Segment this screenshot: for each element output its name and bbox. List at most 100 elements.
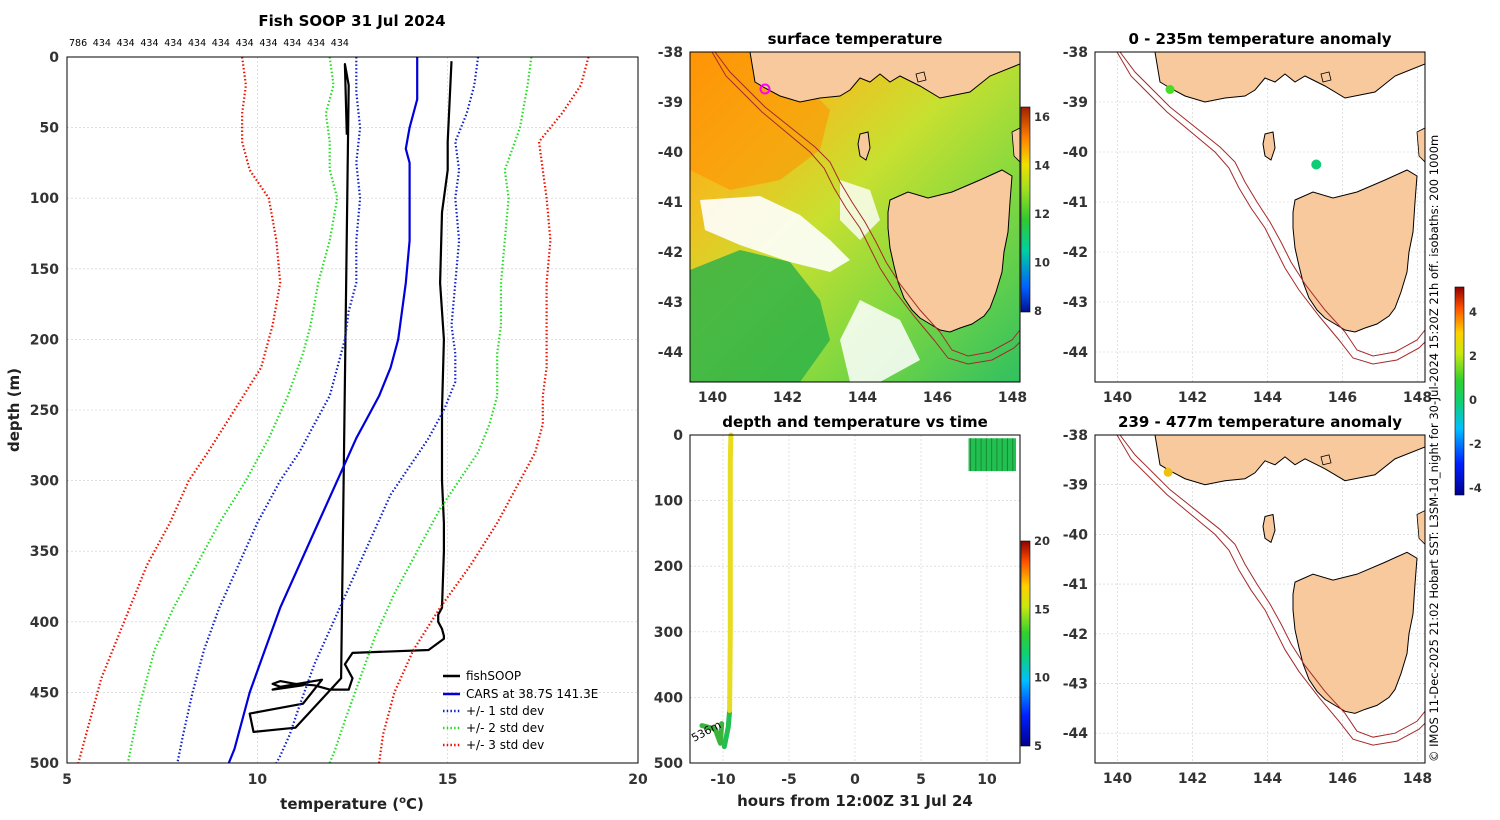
- anomaly-upper-grid: [1095, 52, 1425, 382]
- sst-cloud-gap: [700, 196, 850, 272]
- anomaly-dot: [1311, 159, 1322, 170]
- timeseries-xtick-label: -5: [781, 772, 797, 788]
- profile-series-line: [77, 56, 282, 764]
- profile-ytick-label: 150: [30, 262, 59, 278]
- anomaly-upper-title: 0 - 235m temperature anomaly: [1128, 30, 1391, 48]
- timeseries-cluster: [968, 438, 1017, 472]
- anomaly-colorbar-tick-label: 4: [1469, 305, 1477, 319]
- timeseries-ytick-label: 200: [654, 559, 683, 575]
- map-lat-tick-label: -44: [1063, 345, 1089, 361]
- profile-legend: fishSOOP CARS at 38.7S 141.3E +/- 1 std …: [443, 669, 598, 752]
- timeseries-xlabel: hours from 12:00Z 31 Jul 24: [737, 792, 973, 810]
- anomaly-dot: [1163, 467, 1173, 477]
- map-lon-tick-label: 144: [1253, 771, 1282, 787]
- legend-std3-label: +/- 3 std dev: [466, 738, 544, 752]
- map-lon-tick-label: 140: [1103, 771, 1132, 787]
- anomaly-dot: [1165, 85, 1175, 94]
- sst-colorbar-tick-label: 12: [1034, 207, 1050, 221]
- anomaly-map-upper: 0 - 235m temperature anomaly 140 142 144 14…: [1063, 30, 1432, 406]
- count-label: 786: [69, 38, 87, 49]
- count-label: 434: [212, 38, 230, 49]
- map-lon-tick-label: 146: [923, 390, 952, 406]
- profile-grid: [66, 56, 639, 764]
- sst-colorbar-tick-label: 10: [1034, 256, 1050, 270]
- sst-position-marker: [759, 83, 771, 95]
- anomaly-lower-title: 239 - 477m temperature anomaly: [1118, 413, 1402, 431]
- anomaly-lower-coastline: [1116, 435, 1425, 746]
- profile-ytick-label: 300: [30, 474, 59, 490]
- map-lat-tick-label: -39: [1063, 478, 1088, 494]
- sst-map-area: [690, 52, 1020, 382]
- map-lon-tick-label: 140: [1103, 390, 1132, 406]
- anomaly-colorbar: [1454, 286, 1465, 496]
- timeseries-xtick-label: -10: [710, 772, 736, 788]
- map-lat-tick-label: -40: [658, 145, 684, 161]
- map-lat-tick-label: -44: [1063, 726, 1089, 742]
- count-label: 434: [117, 38, 135, 49]
- profile-series-line: [126, 56, 339, 764]
- map-lon-tick-label: 148: [1403, 771, 1432, 787]
- profile-xtick-label: 10: [248, 772, 268, 788]
- profile-panel: Fish SOOP 31 Jul 2024 786 434 434 434 434 434…: [5, 12, 648, 813]
- profile-ytick-label: 450: [30, 685, 59, 701]
- map-lat-tick-label: -41: [1063, 577, 1088, 593]
- map-lon-tick-label: 146: [1328, 771, 1357, 787]
- count-labels: 786 434 434 434 434 434 434 434 434 434 434 434: [69, 38, 349, 49]
- profile-lines: [77, 56, 590, 764]
- profile-ytick-label: 50: [40, 121, 60, 137]
- anomaly-colorbar-ticks: 4 2 0 -2 -4: [1469, 305, 1482, 495]
- map-lat-tick-label: -39: [658, 95, 683, 111]
- count-label: 434: [331, 38, 349, 49]
- profile-ylabel: depth (m): [5, 368, 23, 452]
- anomaly-lower-frame: [1094, 434, 1426, 764]
- sst-colorbar-tick-label: 16: [1034, 110, 1050, 124]
- timeseries-panel: depth and temperature vs time 536m -10 -5…: [654, 413, 1050, 810]
- sst-colorbar-tick-label: 8: [1034, 304, 1042, 318]
- profile-xtick-label: 5: [62, 772, 72, 788]
- timeseries-ytick-label: 0: [673, 428, 683, 444]
- anomaly-colorbar-tick-label: 2: [1469, 349, 1477, 363]
- profile-ytick-label: 350: [30, 544, 59, 560]
- count-label: 434: [93, 38, 111, 49]
- anomaly-upper-dots: [1165, 85, 1322, 170]
- map-lat-tick-label: -41: [658, 195, 683, 211]
- map-lat-tick-label: -42: [1063, 627, 1088, 643]
- count-label: 434: [259, 38, 277, 49]
- profile-series-line: [328, 56, 533, 764]
- timeseries-colorbar-tick-label: 20: [1034, 534, 1050, 548]
- anomaly-map-lower: 239 - 477m temperature anomaly 140 142 144…: [1063, 413, 1432, 787]
- count-label: 434: [307, 38, 325, 49]
- timeseries-xtick-label: 5: [916, 772, 926, 788]
- count-label: 434: [236, 38, 254, 49]
- count-label: 434: [140, 38, 158, 49]
- timeseries-ytick-label: 300: [654, 625, 683, 641]
- legend-std1-label: +/- 1 std dev: [466, 704, 544, 718]
- map-lon-tick-label: 142: [1178, 390, 1207, 406]
- anomaly-colorbar-tick-label: 0: [1469, 393, 1477, 407]
- anomaly-lower-dots: [1163, 467, 1173, 477]
- map-lat-tick-label: -38: [1063, 45, 1088, 61]
- profile-xtick-label: 15: [438, 772, 457, 788]
- legend-std2-label: +/- 2 std dev: [466, 721, 544, 735]
- legend-cars-label: CARS at 38.7S 141.3E: [466, 687, 598, 701]
- map-lat-tick-label: -43: [658, 295, 683, 311]
- map-lat-tick-label: -43: [1063, 295, 1088, 311]
- profile-ytick-label: 0: [49, 50, 59, 66]
- sst-colorbar-tick-label: 14: [1034, 159, 1050, 173]
- sst-colorbar-ticks: 16 14 12 10 8: [1034, 110, 1050, 318]
- map-lat-tick-label: -40: [1063, 145, 1089, 161]
- map-lon-tick-label: 144: [848, 390, 877, 406]
- profile-ytick-label: 100: [30, 191, 59, 207]
- timeseries-frame: [689, 434, 1021, 764]
- map-lon-tick-label: 140: [698, 390, 727, 406]
- count-label: 434: [188, 38, 206, 49]
- timeseries-colorbar-tick-label: 5: [1034, 739, 1042, 753]
- sst-cool-patch: [690, 250, 830, 382]
- map-lat-tick-label: -43: [1063, 676, 1088, 692]
- anomaly-lower-ticks: 140 142 144 146 148 -38 -39 -40 -41 -42 -43 -44: [1063, 428, 1432, 787]
- profile-ytick-label: 500: [30, 756, 59, 772]
- sst-map-panel: surface temperature 140 142 144 146 148-38-3…: [658, 30, 1050, 406]
- count-label: 434: [283, 38, 301, 49]
